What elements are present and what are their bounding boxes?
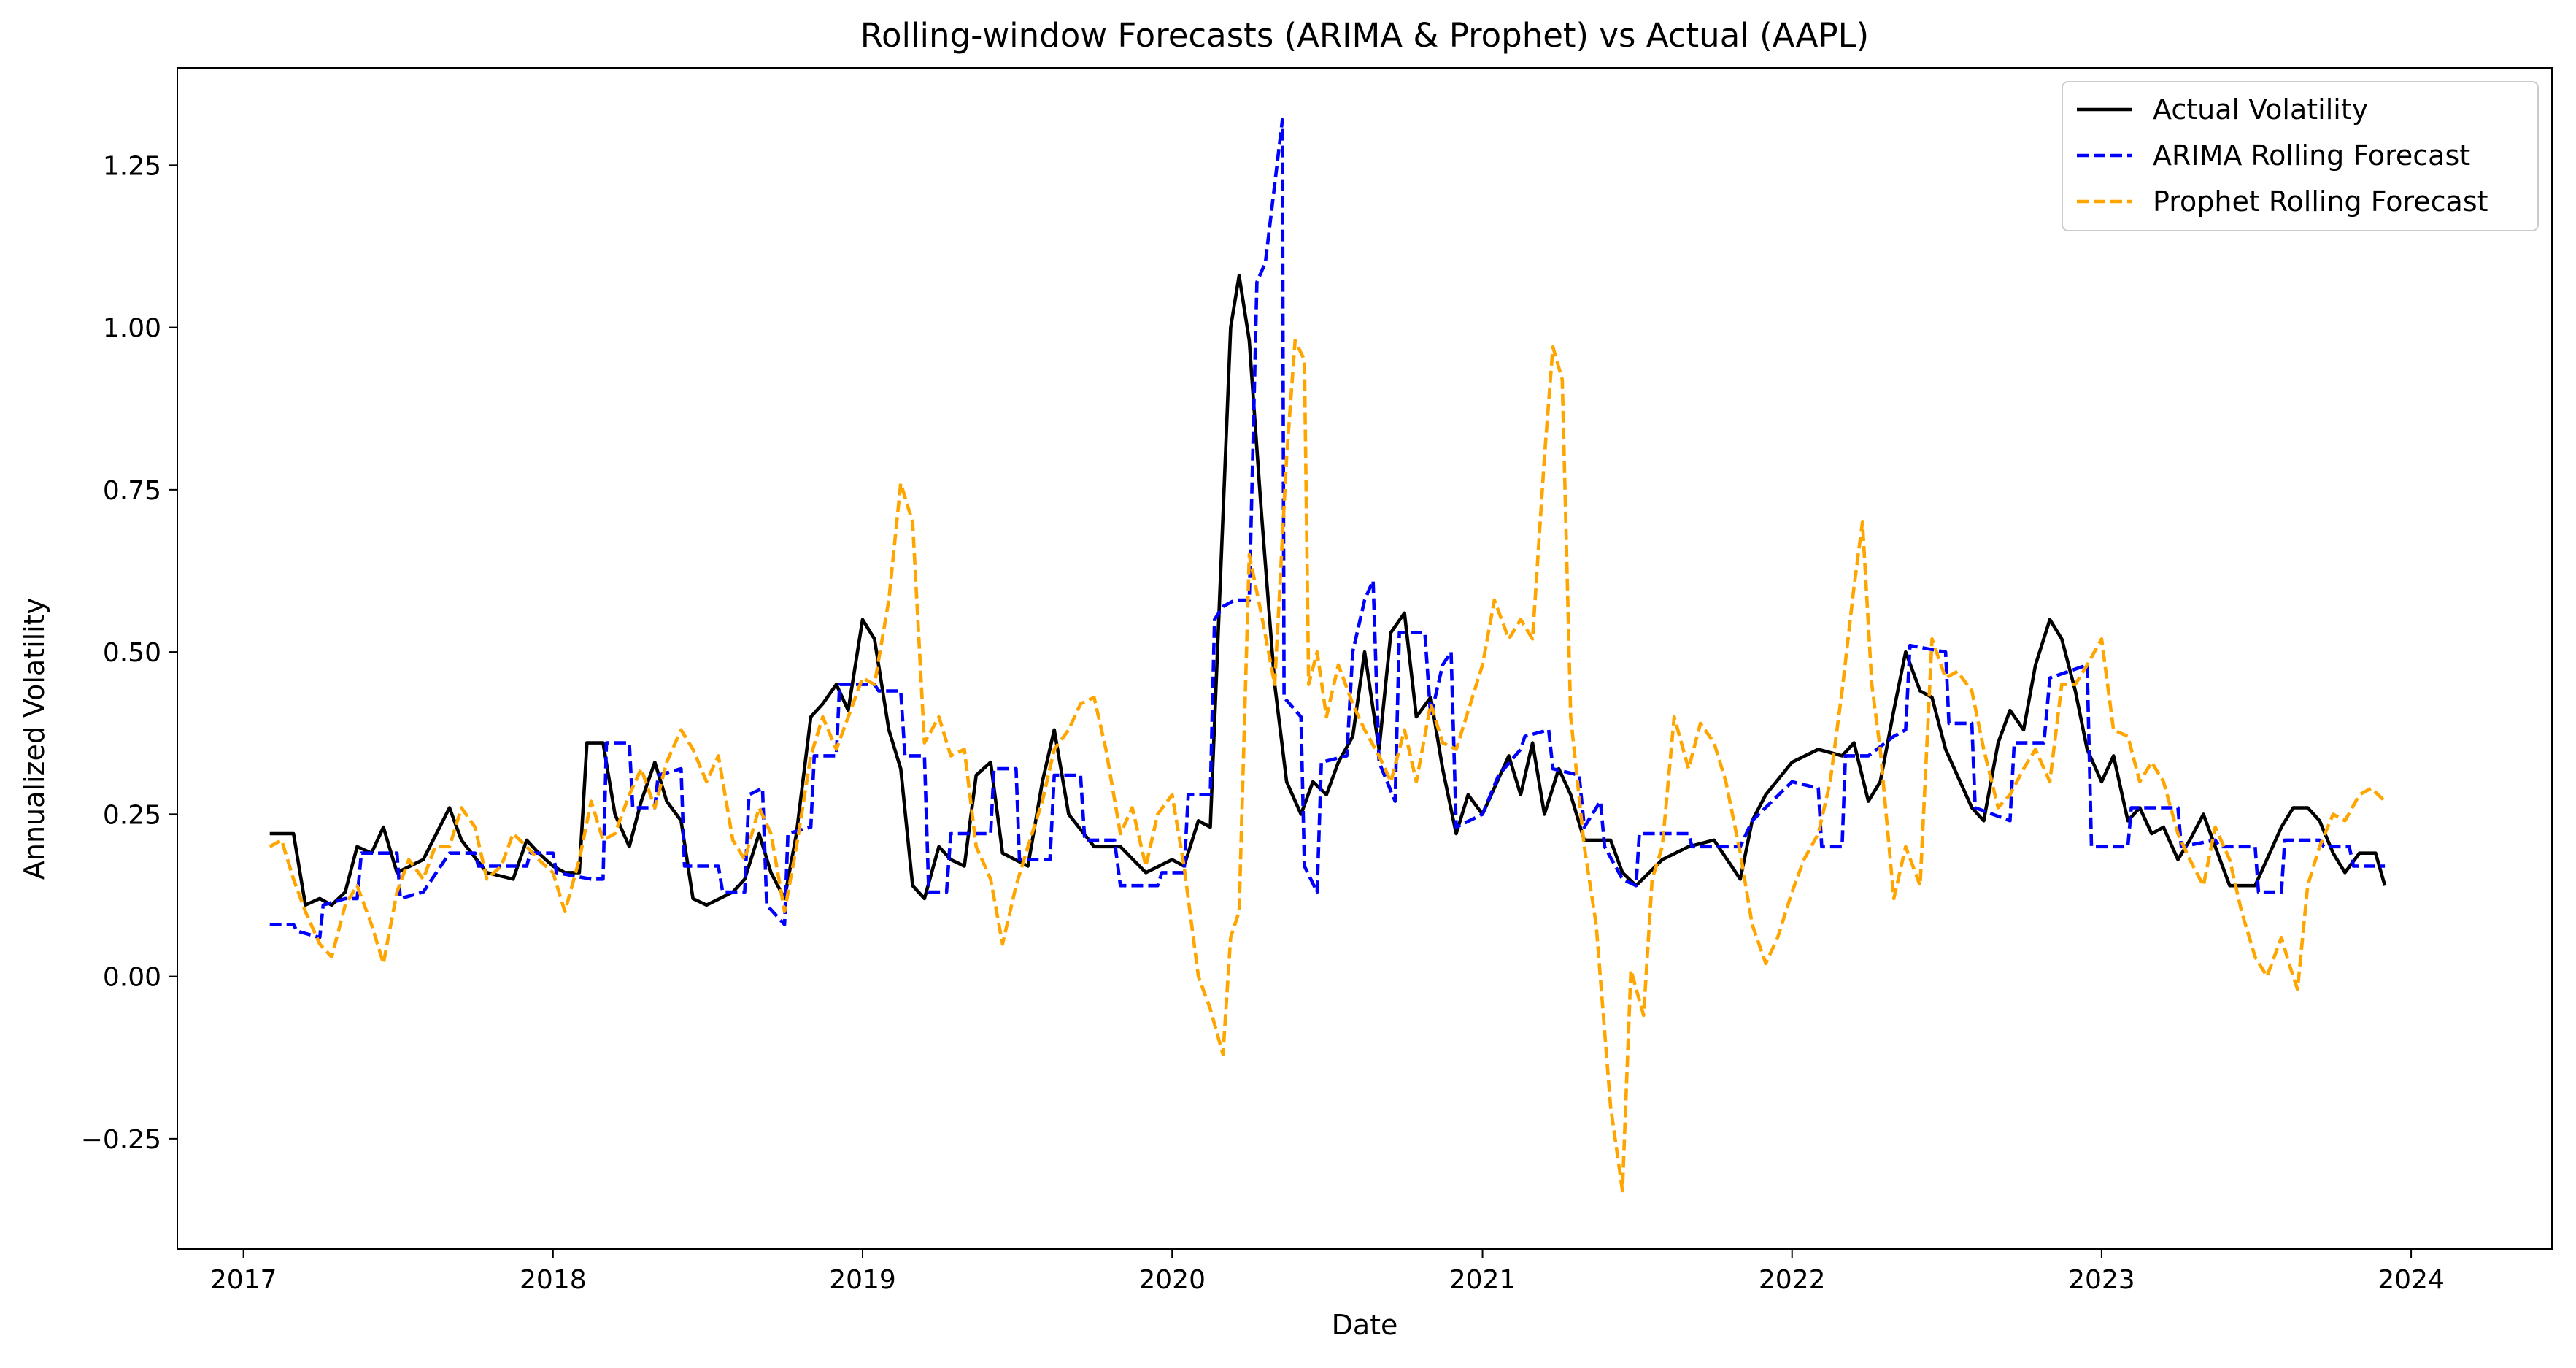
y-tick-label: −0.25 bbox=[81, 1125, 161, 1155]
x-tick-label: 2021 bbox=[1449, 1265, 1516, 1295]
legend-label: ARIMA Rolling Forecast bbox=[2153, 139, 2470, 172]
y-tick-label: 0.75 bbox=[103, 476, 161, 506]
x-tick-label: 2022 bbox=[1759, 1265, 1826, 1295]
y-tick-label: 1.00 bbox=[103, 314, 161, 344]
y-axis-label: Annualized Volatility bbox=[18, 598, 50, 880]
y-tick-label: 0.25 bbox=[103, 800, 161, 830]
x-tick-label: 2023 bbox=[2068, 1265, 2135, 1295]
axes-frame bbox=[177, 67, 2553, 1250]
series-line-2 bbox=[269, 118, 2386, 939]
x-tick-label: 2019 bbox=[829, 1265, 896, 1295]
x-tick-label: 2017 bbox=[210, 1265, 277, 1295]
y-tick-label: 0.00 bbox=[103, 963, 161, 993]
series-line-1 bbox=[269, 274, 2387, 907]
legend-label: Prophet Rolling Forecast bbox=[2153, 185, 2488, 218]
x-tick-label: 2024 bbox=[2378, 1265, 2445, 1295]
chart-title: Rolling-window Forecasts (ARIMA & Prophe… bbox=[860, 16, 1869, 55]
x-axis-label: Date bbox=[1332, 1309, 1398, 1341]
plot-area: 2017 2018 2019 2020 2021 2022 2023 2024 −0.25 0.0… bbox=[81, 67, 2553, 1295]
series-line-3 bbox=[269, 339, 2386, 1193]
legend: Actual Volatility ARIMA Rolling Forecast P… bbox=[2062, 81, 2539, 231]
legend-label: Actual Volatility bbox=[2153, 93, 2368, 126]
y-tick-label: 1.25 bbox=[103, 151, 161, 181]
x-tick-label: 2020 bbox=[1138, 1265, 1206, 1295]
y-tick-label: 0.50 bbox=[103, 638, 161, 668]
x-tick-label: 2018 bbox=[520, 1265, 587, 1295]
legend-box bbox=[2062, 81, 2539, 231]
